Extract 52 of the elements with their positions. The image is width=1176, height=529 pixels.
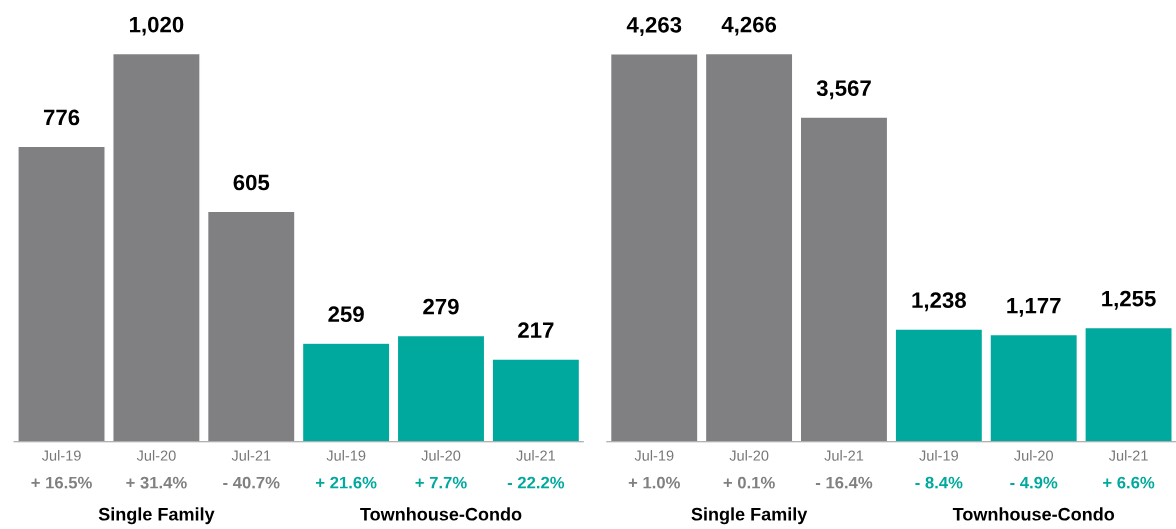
bar [301,342,391,442]
text: + 31.4% [126,476,187,489]
data-label: 4,263 [626,16,682,36]
bar [112,52,201,442]
x-tick-label: Jul-21 [1108,450,1148,461]
bar [1084,326,1173,442]
bar [799,116,889,442]
bar [704,52,794,442]
text: + 21.6% [316,476,377,489]
x-tick-label: Jul-21 [824,450,864,461]
bar [609,53,699,442]
text: Single Family [691,507,808,525]
text: Townhouse-Condo [360,507,522,521]
x-tick-label: Jul-20 [136,450,176,461]
bar [491,358,581,442]
x-tick-label: Jul-19 [919,450,959,461]
x-tick-label: Jul-20 [421,450,461,461]
text: Townhouse-Condo [952,507,1115,521]
data-label: 1,177 [1007,298,1061,317]
text: - 4.9% [1010,476,1058,489]
x-tick-label: Jul-19 [634,450,674,461]
data-label: 1,020 [130,16,184,36]
text: + 7.7% [415,476,467,489]
x-tick-label: Jul-19 [41,450,81,461]
bar [206,210,296,442]
text: - 8.4% [915,476,963,489]
data-label: 217 [518,322,554,338]
text: + 16.5% [31,476,92,489]
text: - 40.7% [223,476,280,489]
data-label: 279 [423,298,459,315]
x-tick-label: Jul-20 [729,450,769,461]
text: - 22.2% [507,476,565,489]
bar [989,333,1079,442]
data-label: 1,238 [912,292,966,312]
x-tick-label: Jul-21 [516,450,556,461]
x-tick-label: Jul-21 [231,450,271,461]
bar [17,145,106,442]
data-label: 776 [43,109,80,126]
bar [396,334,486,442]
x-tick-label: Jul-20 [1014,450,1053,461]
data-label: 605 [233,174,270,191]
data-label: 4,266 [721,16,777,36]
data-label: 3,567 [816,80,871,100]
text: + 6.6% [1103,476,1155,489]
text: Single Family [98,507,215,525]
text: + 0.1% [723,476,775,489]
data-label: 259 [328,306,364,323]
text: - 16.4% [815,476,873,489]
x-tick-label: Jul-19 [326,450,366,461]
text: + 1.0% [628,476,680,489]
data-label: 1,255 [1102,290,1156,310]
bar [894,328,984,442]
